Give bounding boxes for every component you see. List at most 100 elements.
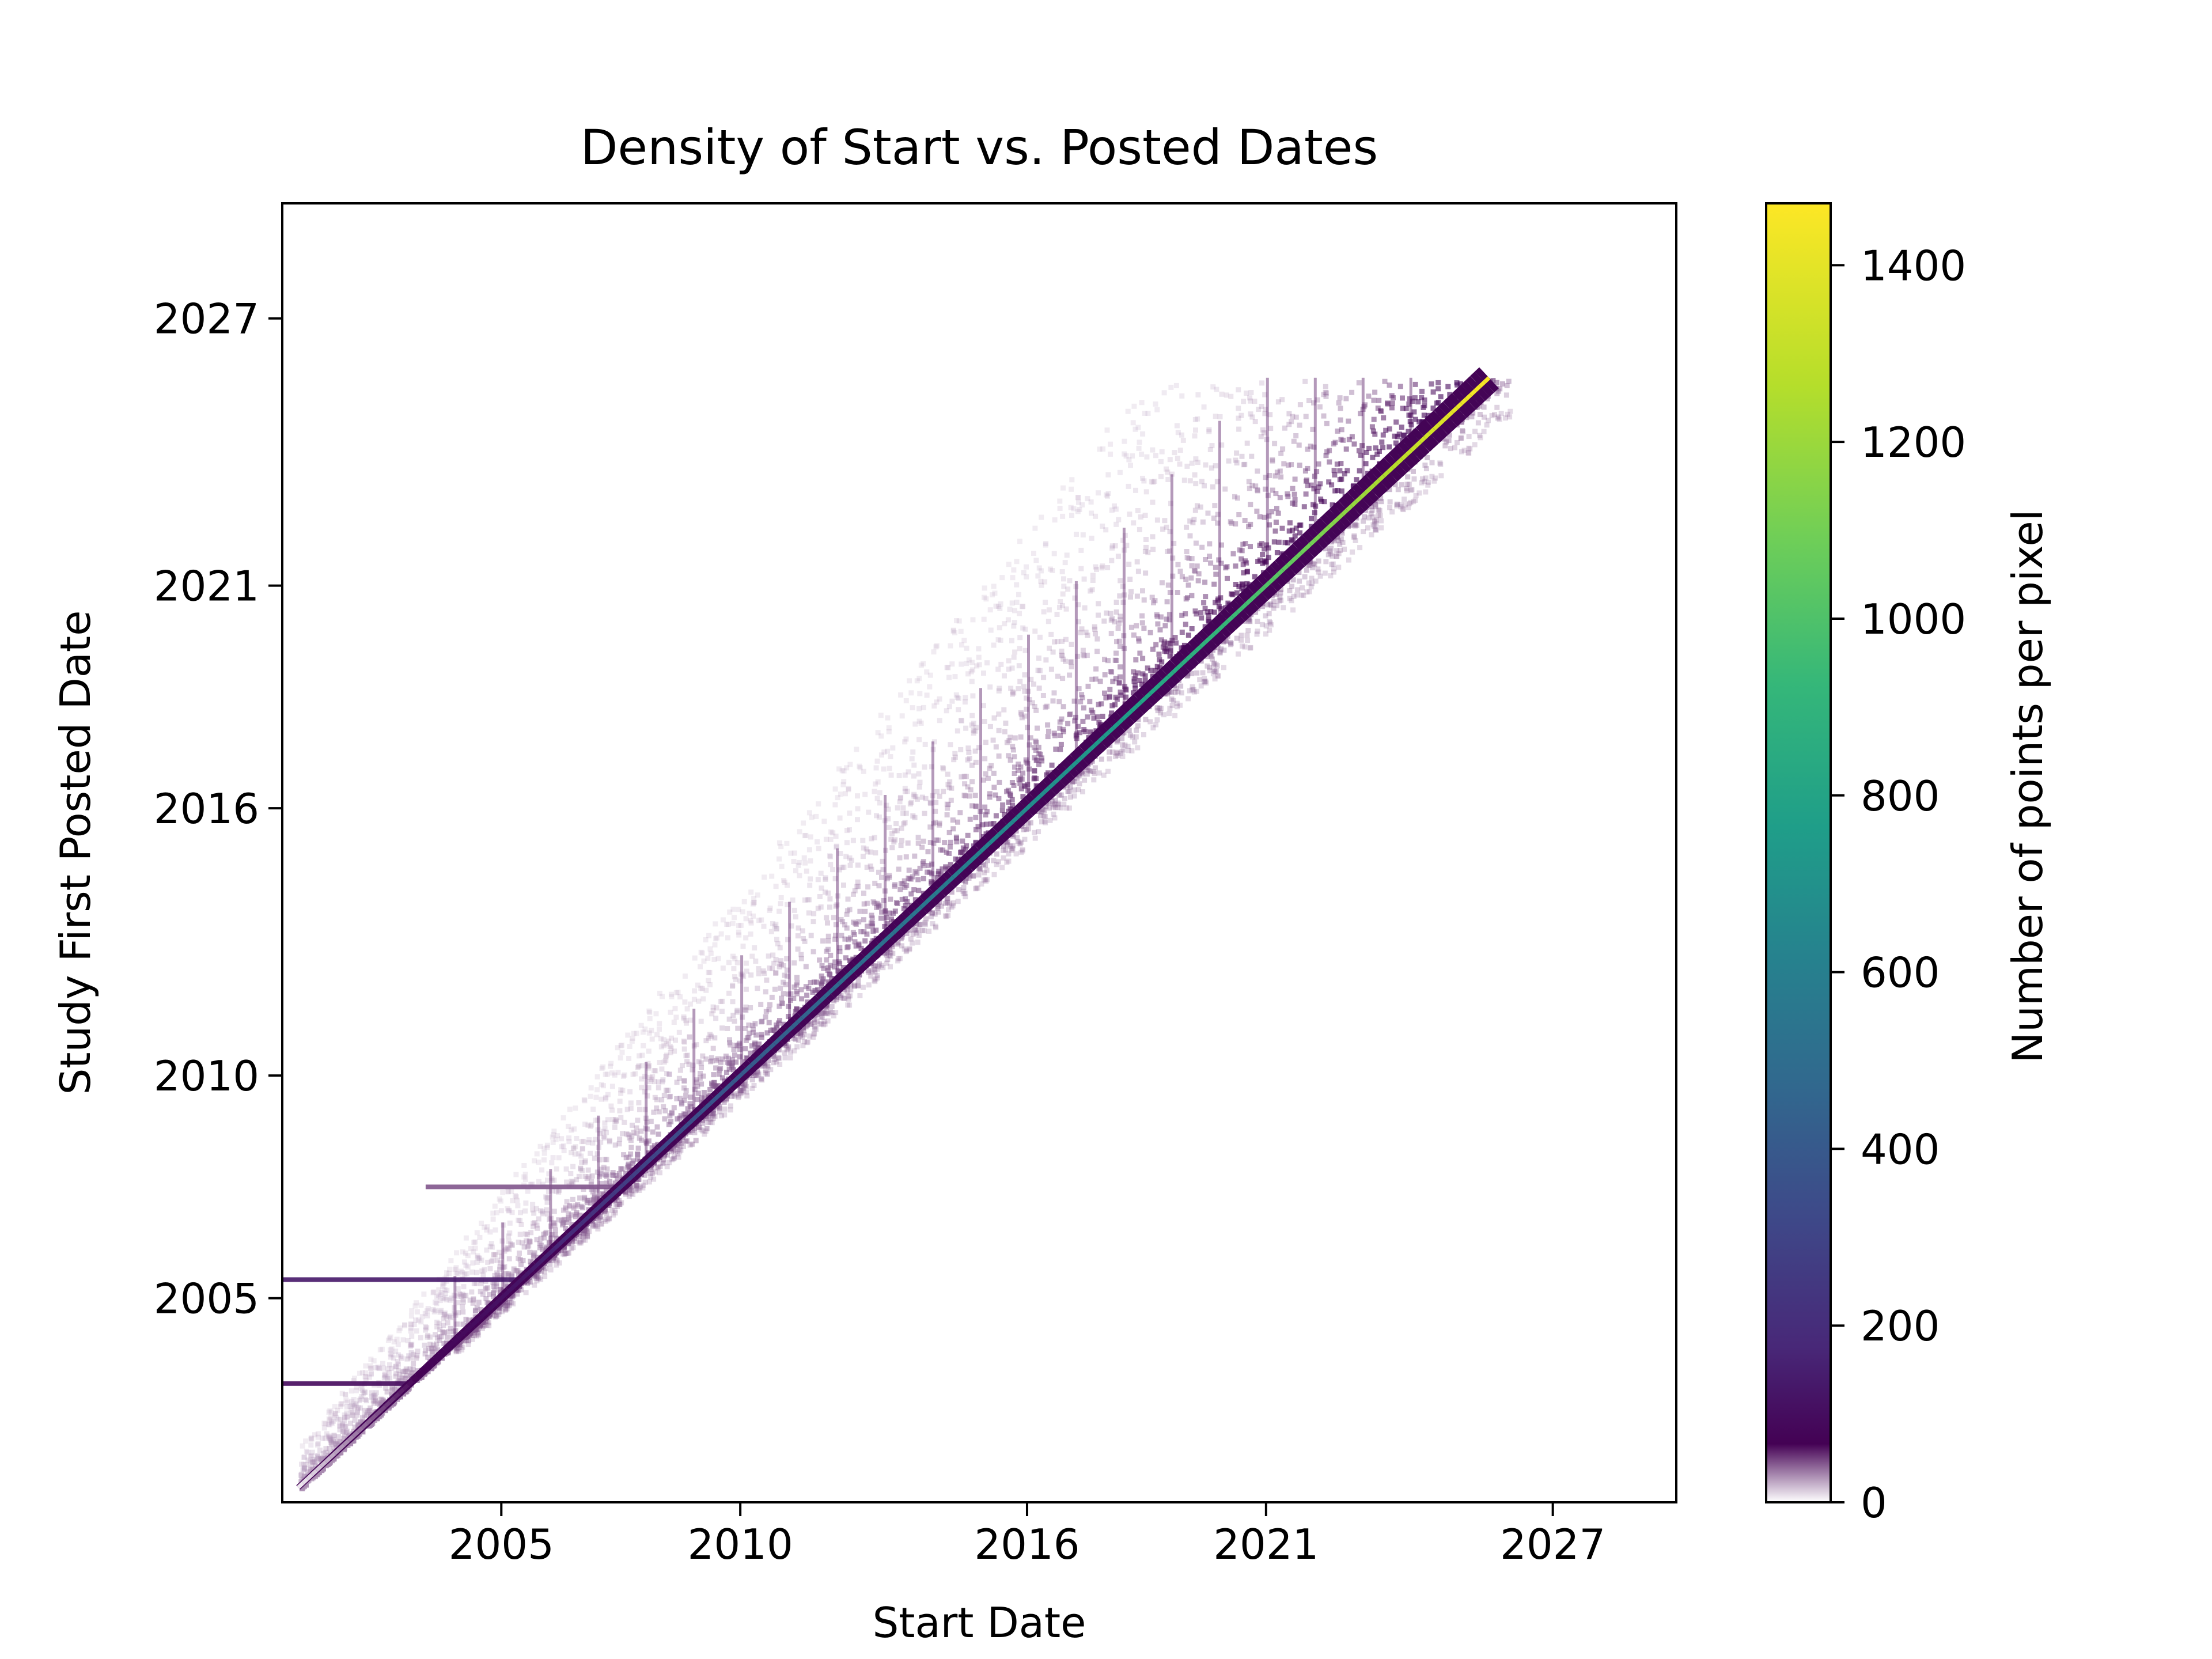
- density-cell: [1207, 668, 1213, 673]
- density-cell: [834, 902, 840, 908]
- density-cell: [1252, 399, 1257, 404]
- density-cell: [904, 899, 910, 904]
- density-cell: [976, 745, 982, 751]
- density-cell: [482, 1224, 487, 1230]
- density-cell: [343, 1424, 349, 1430]
- density-cell: [734, 960, 740, 965]
- density-cell: [1164, 466, 1169, 472]
- density-cell: [991, 584, 997, 589]
- density-cell: [368, 1365, 374, 1371]
- density-cell: [1190, 520, 1196, 525]
- density-cell: [1179, 645, 1184, 651]
- density-cell: [502, 1264, 507, 1270]
- density-cell: [1140, 656, 1146, 661]
- density-cell: [1268, 426, 1274, 431]
- density-cell: [743, 1037, 749, 1043]
- density-cell: [984, 660, 990, 666]
- density-cell: [1033, 757, 1039, 763]
- density-cell: [365, 1409, 370, 1415]
- density-cell: [1128, 594, 1133, 600]
- density-cell: [534, 1151, 540, 1157]
- density-cell: [646, 1085, 652, 1090]
- density-cell: [1233, 521, 1238, 527]
- density-cell: [1189, 626, 1195, 631]
- density-cell: [732, 956, 738, 961]
- density-cell: [646, 1138, 652, 1144]
- density-cell: [1192, 417, 1198, 422]
- density-cell: [402, 1322, 407, 1328]
- density-cell: [1033, 740, 1039, 745]
- density-cell: [350, 1402, 356, 1407]
- density-cell: [579, 1160, 585, 1165]
- density-cell: [1234, 450, 1240, 456]
- density-cell: [1061, 584, 1067, 589]
- density-cell: [1080, 789, 1085, 794]
- density-cell: [1339, 530, 1345, 536]
- density-cell: [582, 1122, 588, 1127]
- density-cell: [1132, 673, 1138, 679]
- density-cell: [856, 919, 862, 925]
- density-cell: [601, 1192, 607, 1198]
- density-cell: [719, 1009, 725, 1014]
- density-cell: [1115, 554, 1121, 559]
- density-cell: [865, 884, 871, 890]
- density-cell: [425, 1313, 430, 1319]
- density-cell: [703, 1038, 709, 1044]
- density-cell: [1128, 589, 1134, 594]
- density-cell: [560, 1143, 566, 1149]
- density-cell: [1156, 652, 1162, 657]
- density-cell: [532, 1220, 537, 1226]
- density-cell: [1378, 525, 1384, 531]
- density-cell: [714, 1005, 719, 1011]
- density-cell: [410, 1366, 416, 1372]
- density-cell: [1006, 666, 1012, 672]
- density-cell: [1020, 604, 1026, 609]
- density-cell: [901, 821, 907, 827]
- density-cell: [1376, 397, 1382, 403]
- density-cell: [715, 1056, 721, 1062]
- density-cell: [1292, 533, 1298, 539]
- density-cell: [395, 1368, 401, 1373]
- density-cell: [851, 919, 857, 925]
- density-cell: [1060, 676, 1066, 681]
- density-cell: [683, 1138, 689, 1144]
- density-cell: [468, 1246, 474, 1252]
- density-cell: [959, 661, 964, 667]
- density-cell: [904, 882, 910, 888]
- density-cell: [764, 1030, 770, 1036]
- density-cell: [1015, 839, 1021, 844]
- density-cell: [844, 908, 850, 914]
- density-cell: [602, 1135, 608, 1141]
- density-cell: [330, 1437, 336, 1443]
- density-cell: [339, 1401, 345, 1407]
- density-cell: [794, 988, 800, 994]
- density-cell: [1362, 402, 1368, 408]
- density-cell: [453, 1312, 459, 1318]
- density-cell: [700, 996, 706, 1002]
- density-cell: [887, 910, 892, 916]
- density-cell: [1169, 471, 1175, 477]
- density-cell: [1036, 751, 1042, 756]
- density-cell: [320, 1455, 325, 1461]
- density-cell: [444, 1297, 449, 1302]
- density-cell: [1323, 453, 1329, 459]
- density-cell: [730, 953, 736, 959]
- density-cell: [699, 986, 705, 991]
- density-cell: [1208, 560, 1214, 566]
- density-cell: [703, 1056, 709, 1062]
- density-cell: [778, 985, 783, 991]
- density-cell: [1338, 406, 1343, 411]
- density-cell: [878, 915, 884, 921]
- density-cell: [804, 1040, 810, 1046]
- density-cell: [840, 919, 846, 925]
- density-cell: [733, 976, 738, 982]
- density-cell: [1175, 562, 1181, 567]
- density-cell: [331, 1446, 337, 1452]
- density-cell: [681, 1046, 687, 1052]
- density-cell: [1189, 593, 1195, 599]
- density-cell: [1372, 518, 1378, 524]
- density-cell: [907, 945, 912, 951]
- density-cell: [585, 1233, 590, 1239]
- density-cell: [927, 840, 933, 845]
- density-cell: [309, 1449, 315, 1455]
